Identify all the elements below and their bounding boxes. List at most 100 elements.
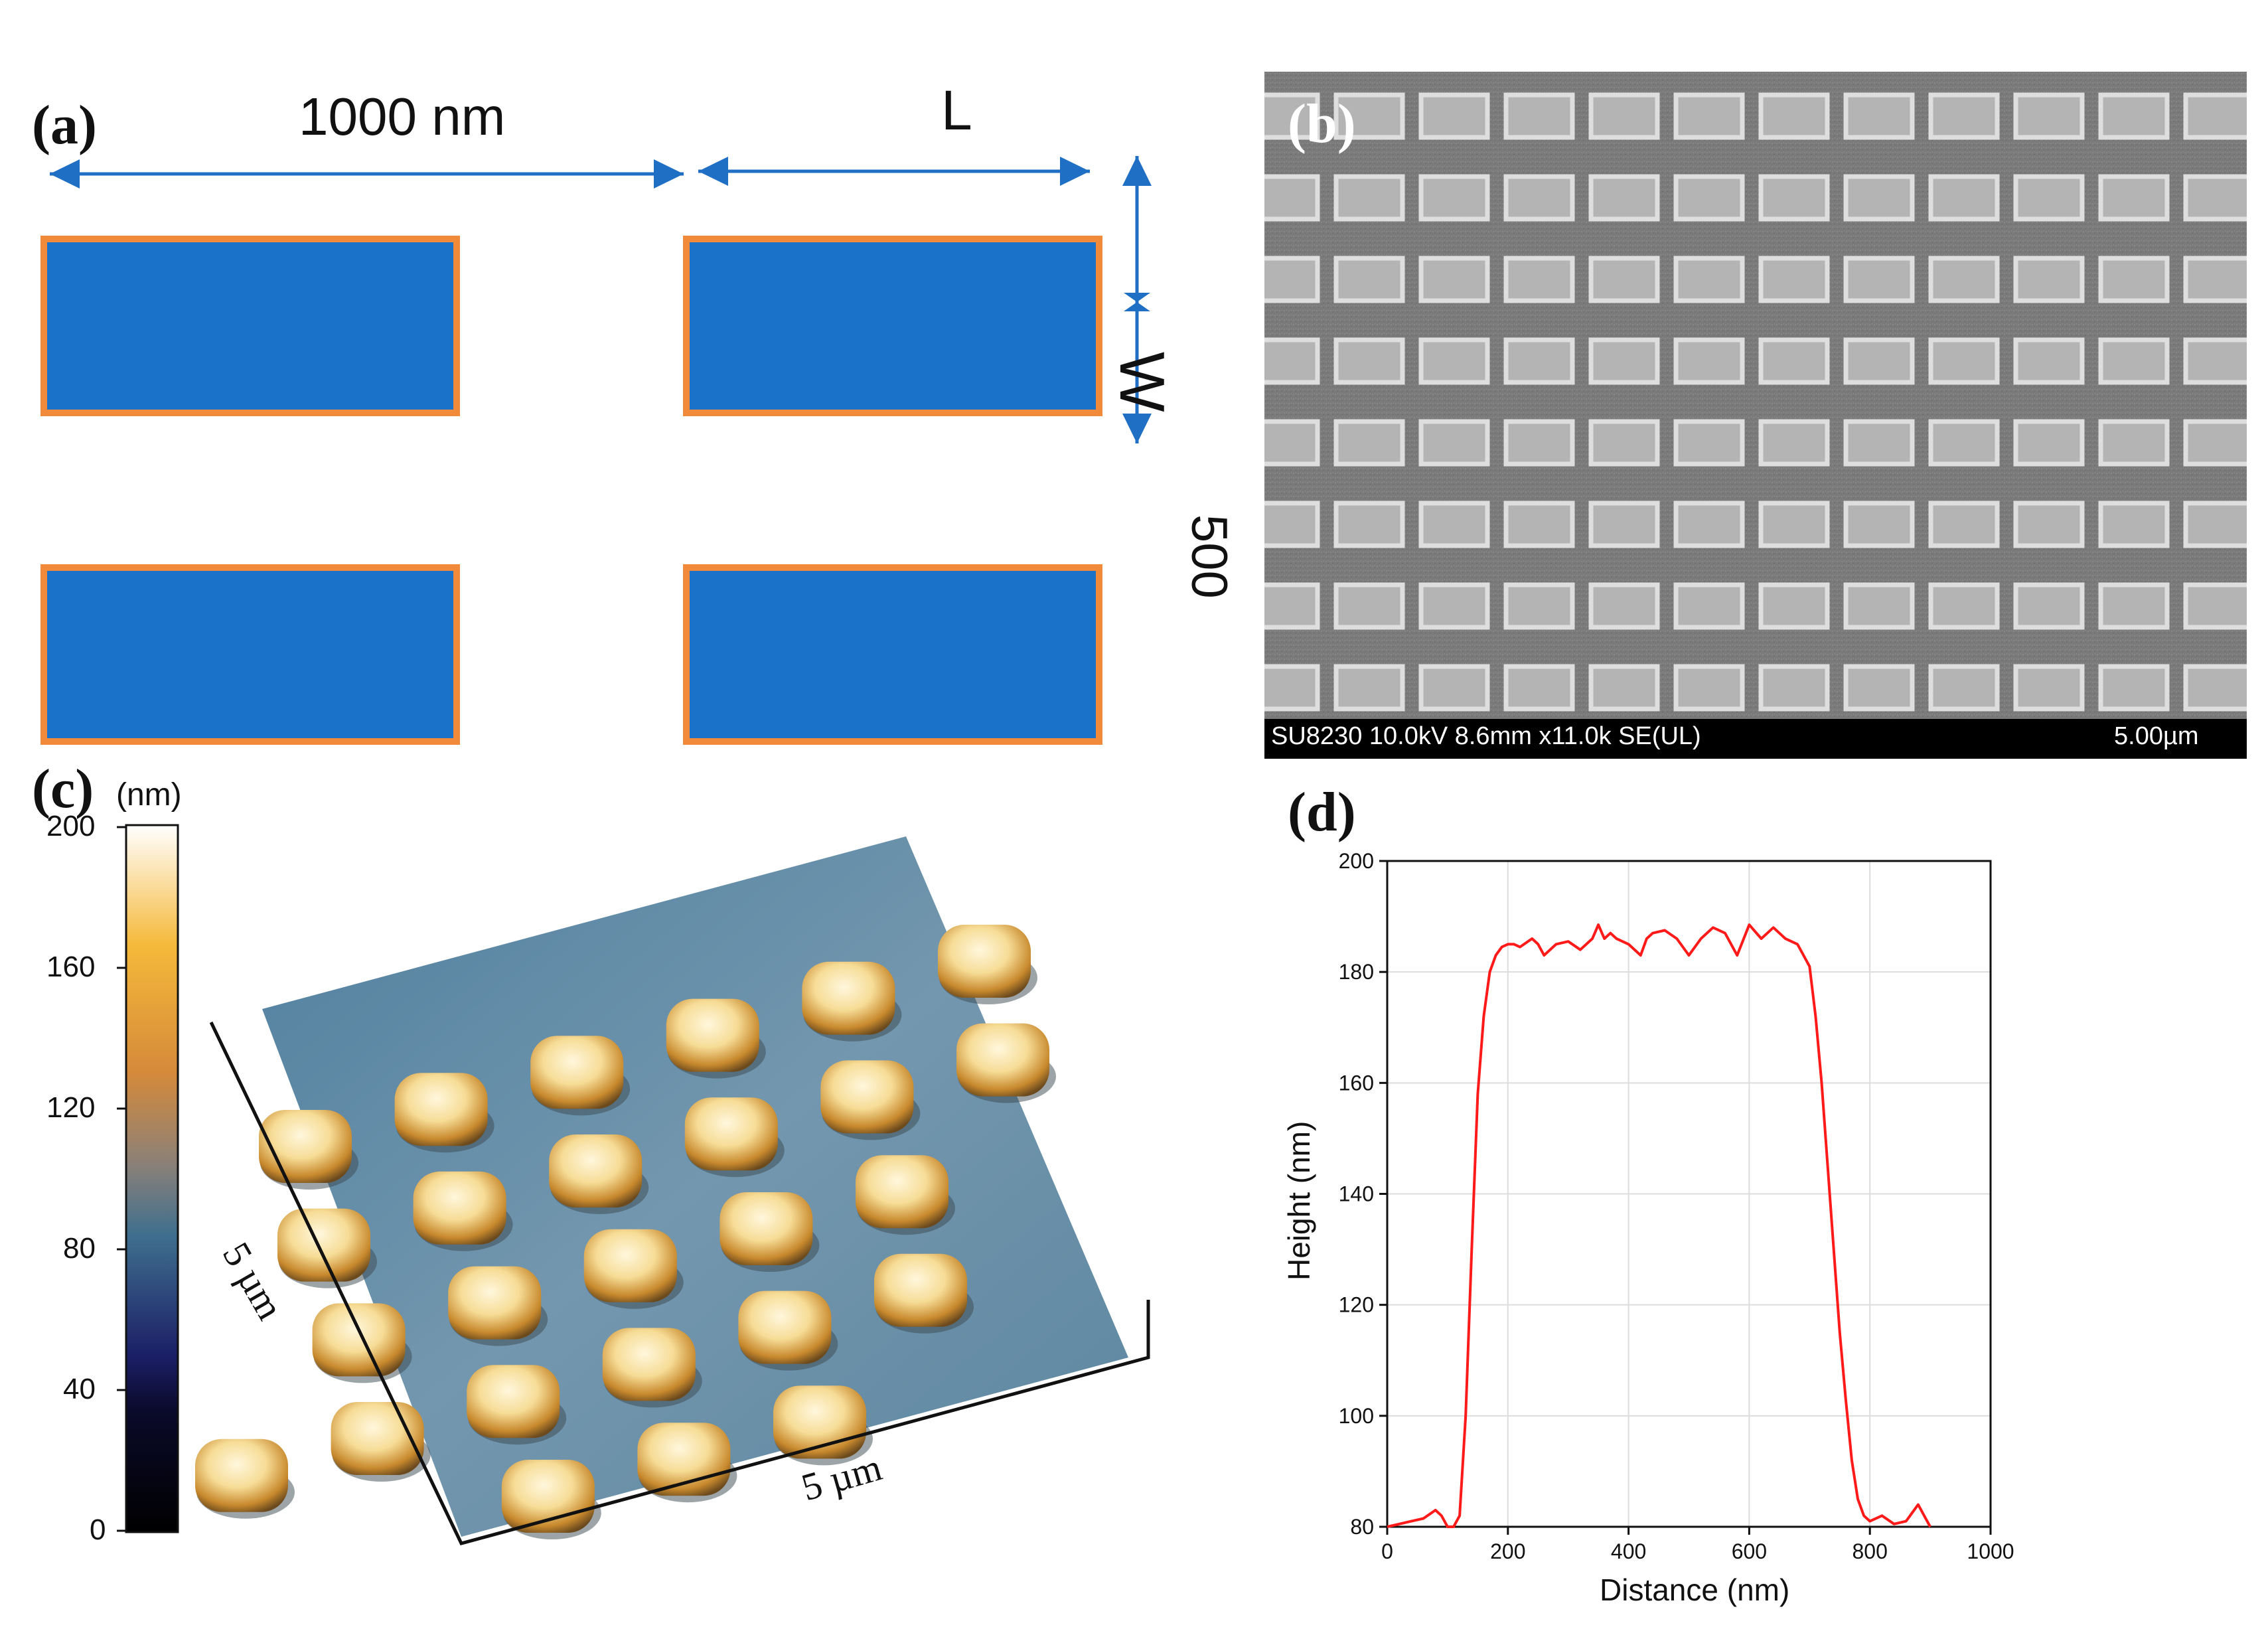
sem-nanostructure: [1333, 337, 1405, 385]
chart-x-tick-label: 400: [1611, 1539, 1646, 1563]
afm-pillar: [259, 1110, 352, 1183]
colorbar-tick-label-80: 80: [63, 1232, 96, 1265]
sem-nanostructure: [1333, 174, 1405, 222]
sem-nanostructure: [1418, 664, 1490, 712]
sem-nanostructure: [1264, 256, 1320, 303]
afm-pillar: [602, 1328, 696, 1401]
afm-pillar: [956, 1023, 1049, 1097]
sem-nanostructure: [1503, 582, 1575, 630]
sem-nanostructure: [2183, 92, 2247, 140]
sem-nanostructure: [1928, 174, 2000, 222]
sem-nanostructure: [1758, 664, 1830, 712]
chart-y-axis-label: Height (nm): [1282, 1121, 1316, 1281]
sem-nanostructure: [1843, 419, 1915, 467]
sem-nanostructure: [1758, 501, 1830, 548]
sem-nanostructure: [2098, 92, 2170, 140]
sem-micrograph: [1264, 72, 2247, 759]
sem-nanostructure: [1843, 256, 1915, 303]
afm-pillar: [802, 961, 895, 1035]
sem-nanostructure: [1928, 256, 2000, 303]
sem-nanostructure: [1928, 419, 2000, 467]
length-label: L: [941, 79, 972, 141]
sem-nanostructure: [1588, 256, 1660, 303]
afm-pillar: [738, 1290, 832, 1364]
sem-nanostructure: [1673, 92, 1745, 140]
sem-nanostructure: [1673, 664, 1745, 712]
sem-nanostructure: [1264, 664, 1320, 712]
panel-b-label: (b): [1288, 93, 1356, 155]
sem-nanostructure: [1503, 419, 1575, 467]
sem-nanostructure: [1843, 582, 1915, 630]
chart-y-tick-label: 120: [1339, 1293, 1374, 1317]
panel-c-label: (c): [32, 758, 94, 820]
sem-nanostructure: [1843, 92, 1915, 140]
width-label: W: [1106, 352, 1177, 412]
chart-series-line: [1387, 923, 1931, 1528]
sem-nanostructure: [1503, 337, 1575, 385]
chart-y-tick-label: 100: [1339, 1404, 1374, 1428]
sem-nanostructure: [1503, 174, 1575, 222]
sem-nanostructure: [1333, 501, 1405, 548]
sem-nanostructure: [2183, 337, 2247, 385]
sem-nanostructure: [1418, 501, 1490, 548]
sem-nanostructure: [2013, 174, 2085, 222]
sem-nanostructure: [1843, 174, 1915, 222]
sem-nanostructure: [1503, 664, 1575, 712]
chart-x-axis-label: Distance (nm): [1600, 1573, 1790, 1607]
colorbar-tick-label-40: 40: [63, 1373, 96, 1405]
sem-nanostructure: [1758, 256, 1830, 303]
sem-nanostructure: [1673, 256, 1745, 303]
sem-nanostructure: [2098, 582, 2170, 630]
sem-nanostructure: [1843, 501, 1915, 548]
afm-pillar: [666, 998, 759, 1072]
afm-pillar: [719, 1192, 813, 1265]
sem-nanostructure: [2183, 501, 2247, 548]
sem-info-text: SU8230 10.0kV 8.6mm x11.0k SE(UL): [1271, 722, 1701, 750]
sem-nanostructure: [2013, 256, 2085, 303]
sem-nanostructure: [1333, 582, 1405, 630]
schematic-diagram: [40, 156, 1152, 745]
sem-nanostructure: [1673, 337, 1745, 385]
panel-d-label: (d): [1288, 781, 1356, 843]
sem-nanostructure: [1264, 92, 1320, 140]
afm-pillar: [874, 1253, 967, 1327]
panel-a-label: (a): [32, 94, 97, 156]
sem-nanostructure: [1758, 337, 1830, 385]
chart-x-tick-label: 800: [1852, 1539, 1888, 1563]
colorbar-tick-label-160: 160: [46, 951, 96, 983]
afm-pillar: [549, 1134, 643, 1207]
sem-nanostructure: [2013, 419, 2085, 467]
sem-nanostructure: [1843, 337, 1915, 385]
chart-y-tick-label: 80: [1350, 1515, 1374, 1539]
sem-nanostructure: [1264, 337, 1320, 385]
afm-pillar: [312, 1303, 406, 1377]
afm-pillar: [467, 1365, 560, 1438]
sem-nanostructure: [1588, 501, 1660, 548]
height-profile-chart: 0 200 400 600 800 1000 80 100 120 140 160 180 200: [1339, 849, 2014, 1563]
chart-y-tick-label: 200: [1339, 849, 1374, 873]
afm-pillar: [394, 1073, 488, 1146]
sem-nanostructure: [1673, 174, 1745, 222]
colorbar-ticks: [117, 826, 126, 1532]
sem-nanostructure: [1333, 256, 1405, 303]
sem-nanostructure: [2098, 419, 2170, 467]
afm-pillar: [501, 1460, 595, 1533]
chart-x-tick-label: 200: [1490, 1539, 1525, 1563]
colorbar-tick-label-200: 200: [46, 810, 96, 842]
afm-pillar: [277, 1208, 370, 1282]
chart-y-tick-label: 140: [1339, 1182, 1374, 1206]
sem-nanostructure: [2183, 256, 2247, 303]
panel-a: (a) 1000 nm L W 500: [0, 0, 1237, 750]
afm-pillar: [820, 1060, 914, 1134]
sem-nanostructure: [2013, 501, 2085, 548]
sem-nanostructure: [1928, 582, 2000, 630]
sem-nanostructure: [2013, 664, 2085, 712]
afm-pillar: [856, 1155, 948, 1229]
sem-nanostructure: [1333, 419, 1405, 467]
afm-pillar: [938, 925, 1031, 998]
sem-nanostructure: [1503, 501, 1575, 548]
sem-nanostructure: [1264, 501, 1320, 548]
nanostructure-rect-1: [40, 236, 460, 416]
sem-nanostructure: [1588, 419, 1660, 467]
sem-nanostructure: [1503, 256, 1575, 303]
